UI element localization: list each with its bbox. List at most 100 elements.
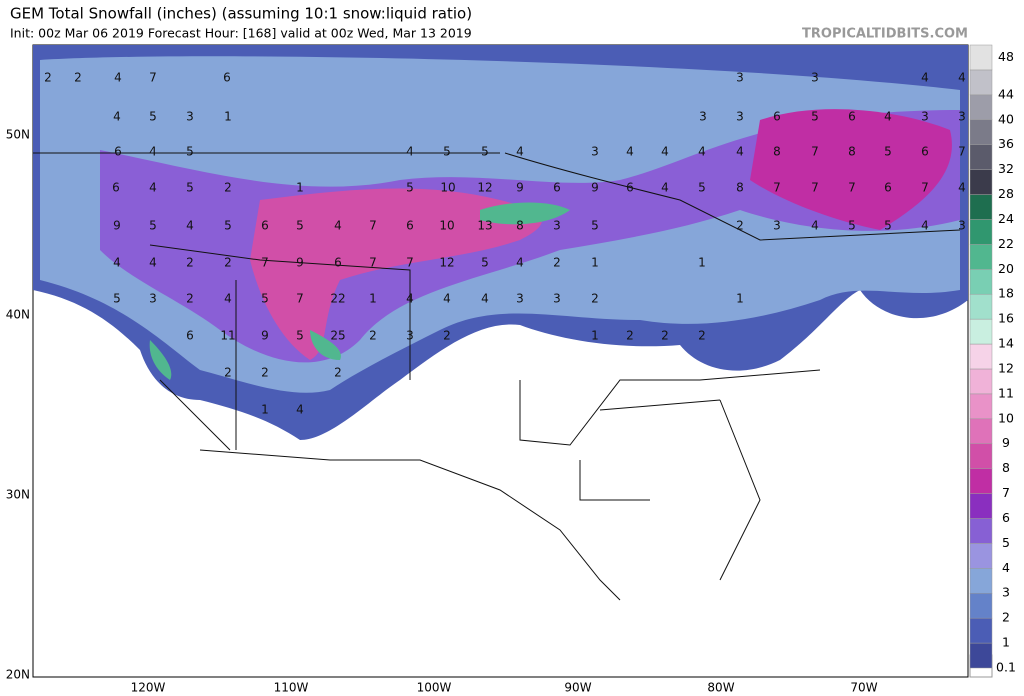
- snowfall-label: 4: [958, 181, 966, 195]
- boundaries: [33, 152, 961, 601]
- colorbar-label: 7: [1002, 485, 1010, 500]
- snowfall-label: 5: [698, 181, 706, 195]
- snowfall-label: 6: [626, 181, 634, 195]
- colorbar-cell: [969, 617, 993, 644]
- colorbar-label: 2: [1002, 610, 1010, 625]
- snowfall-label: 9: [296, 256, 304, 270]
- snowfall-label: 4: [443, 292, 451, 306]
- colorbar-label: 11: [998, 385, 1014, 400]
- snowfall-label: 7: [369, 219, 377, 233]
- snowfall-label: 2: [369, 329, 377, 343]
- snowfall-label: 1: [261, 403, 269, 417]
- colorbar-label: 48: [998, 49, 1014, 64]
- snowfall-label: 10: [439, 219, 454, 233]
- snowfall-label: 25: [330, 329, 345, 343]
- snowfall-label: 3: [591, 145, 599, 159]
- snowfall-label: 4: [113, 256, 121, 270]
- snowfall-label: 6: [186, 329, 194, 343]
- colorbar-label: 9: [1002, 435, 1010, 450]
- colorbar-cell: [969, 318, 993, 345]
- snowfall-label: 5: [481, 145, 489, 159]
- snowfall-label: 5: [186, 181, 194, 195]
- colorbar-label: 0.1: [996, 660, 1016, 675]
- snowfall-label: 7: [773, 181, 781, 195]
- snowfall-label: 8: [736, 181, 744, 195]
- map: [32, 44, 969, 678]
- snowfall-label: 6: [334, 256, 342, 270]
- snowfall-label: 3: [736, 71, 744, 85]
- colorbar-label: 28: [998, 186, 1014, 201]
- snowfall-label: 5: [884, 219, 892, 233]
- colorbar-cell: [969, 343, 993, 370]
- snowfall-label: 3: [516, 292, 524, 306]
- snowfall-label: 11: [220, 329, 235, 343]
- snow-area: [250, 188, 542, 360]
- snowfall-label: 4: [921, 219, 929, 233]
- snowfall-label: 7: [149, 71, 157, 85]
- snowfall-label: 7: [811, 181, 819, 195]
- snowfall-label: 5: [848, 219, 856, 233]
- snowfall-label: 8: [848, 145, 856, 159]
- snowfall-label: 6: [848, 110, 856, 124]
- snowfall-label: 2: [661, 329, 669, 343]
- snowfall-label: 4: [516, 145, 524, 159]
- snowfall-label: 3: [811, 71, 819, 85]
- snowfall-label: 5: [149, 110, 157, 124]
- snowfall-label: 7: [848, 181, 856, 195]
- snowfall-label: 3: [553, 292, 561, 306]
- snowfall-label: 1: [591, 256, 599, 270]
- snowfall-label: 10: [440, 181, 455, 195]
- snowfall-label: 5: [224, 219, 232, 233]
- snowfall-label: 2: [261, 366, 269, 380]
- colorbar-label: 16: [998, 311, 1014, 326]
- snowfall-label: 6: [223, 71, 231, 85]
- snowfall-label: 1: [224, 110, 232, 124]
- snowfall-label: 5: [811, 110, 819, 124]
- snowfall-label: 3: [773, 219, 781, 233]
- snowfall-label: 8: [516, 219, 524, 233]
- snowfall-label: 9: [516, 181, 524, 195]
- snowfall-label: 4: [661, 145, 669, 159]
- colorbar-cell: [969, 169, 993, 195]
- snowfall-label: 7: [958, 145, 966, 159]
- snowfall-label: 3: [699, 110, 707, 124]
- snowfall-label: 3: [736, 110, 744, 124]
- snowfall-label: 9: [113, 219, 121, 233]
- snowfall-label: 5: [261, 292, 269, 306]
- colorbar-cell: [969, 642, 993, 669]
- colorbar-cell: [969, 368, 993, 395]
- lat-label: 50N: [6, 128, 30, 142]
- lon-label: 70W: [850, 681, 877, 695]
- colorbar-label: 36: [998, 136, 1014, 151]
- snowfall-label: 2: [334, 366, 342, 380]
- snow-area: [149, 202, 570, 380]
- snowfall-label: 4: [958, 71, 966, 85]
- snowfall-label: 1: [591, 329, 599, 343]
- snowfall-label: 2: [553, 256, 561, 270]
- colorbar-cell: [969, 493, 993, 519]
- colorbar-label: 22: [998, 236, 1014, 251]
- snowfall-label: 7: [296, 292, 304, 306]
- snowfall-label: 6: [773, 110, 781, 124]
- colorbar-cell: [969, 144, 993, 170]
- colorbar-label: 44: [998, 86, 1014, 101]
- snowfall-label: 5: [884, 145, 892, 159]
- lon-label: 110W: [274, 681, 309, 695]
- snowfall-label: 1: [736, 292, 744, 306]
- snowfall-label: 6: [114, 145, 122, 159]
- colorbar-cell: [969, 568, 993, 594]
- snowfall-label: 9: [591, 181, 599, 195]
- snowfall-label: 4: [698, 145, 706, 159]
- snowfall-label: 4: [296, 403, 304, 417]
- snowfall-label: 7: [811, 145, 819, 159]
- colorbar-cell: [969, 219, 993, 245]
- colorbar-label: 8: [1002, 460, 1010, 475]
- snowfall-label: 6: [406, 219, 414, 233]
- snowfall-label: 1: [296, 181, 304, 195]
- snowfall-label: 2: [186, 256, 194, 270]
- colorbar-cell: [969, 244, 993, 270]
- lon-label: 90W: [564, 681, 591, 695]
- colorbar-cell: [969, 269, 993, 295]
- colorbar-cell: [969, 393, 993, 420]
